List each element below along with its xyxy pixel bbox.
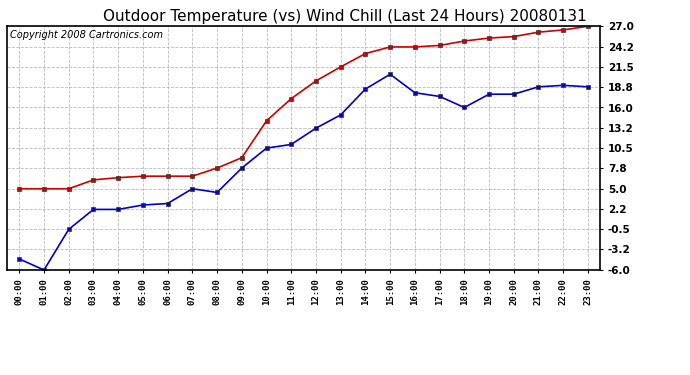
Text: Outdoor Temperature (vs) Wind Chill (Last 24 Hours) 20080131: Outdoor Temperature (vs) Wind Chill (Las… (103, 9, 587, 24)
Text: Copyright 2008 Cartronics.com: Copyright 2008 Cartronics.com (10, 30, 163, 40)
